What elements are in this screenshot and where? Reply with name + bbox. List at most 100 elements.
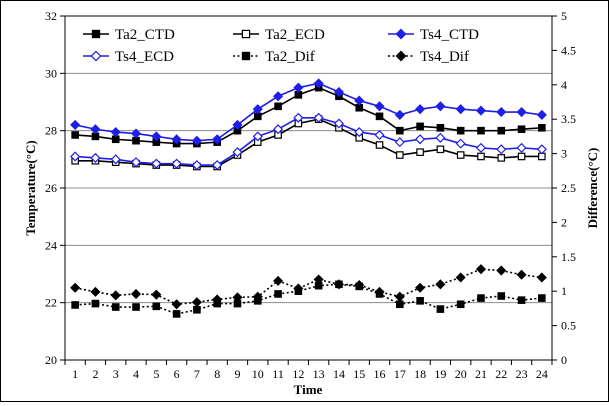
- data-point: [232, 119, 243, 130]
- data-point: [110, 154, 121, 165]
- legend-label: Ta2_ECD: [265, 27, 325, 43]
- data-point: [130, 128, 142, 139]
- x-tick-label: 10: [252, 367, 264, 381]
- legend: Ta2_CTD Ta2_ECD Ts4_CTD Ts4_ECD Ta2_Dif Ts4_D…: [83, 27, 479, 65]
- legend-label: Ta2_Dif: [265, 49, 315, 65]
- data-point: [354, 279, 365, 291]
- data-point: [241, 51, 251, 61]
- data-point: [517, 125, 526, 134]
- data-point: [496, 265, 507, 276]
- x-tick-label: 20: [455, 367, 467, 381]
- data-point: [70, 151, 81, 162]
- data-point: [111, 303, 120, 311]
- y2-tick-label: 3: [561, 147, 567, 161]
- data-point: [191, 135, 202, 146]
- data-point: [477, 152, 485, 161]
- y-tick-label: 26: [45, 181, 57, 195]
- y2-tick-label: 5: [561, 9, 567, 23]
- legend-item: Ta2_Dif: [233, 49, 315, 65]
- x-tick-label: 14: [333, 367, 345, 381]
- y2-tick-label: 1.5: [561, 250, 576, 264]
- x-tick-label: 7: [194, 367, 200, 381]
- data-point: [130, 288, 142, 300]
- data-point: [333, 86, 344, 98]
- x-tick-label: 22: [495, 367, 507, 381]
- data-point: [536, 144, 547, 155]
- x-tick-label: 4: [133, 367, 139, 381]
- y-tick-label: 20: [45, 353, 57, 367]
- data-point: [455, 138, 466, 149]
- y2-tick-label: 0: [561, 353, 567, 367]
- data-point: [496, 106, 507, 118]
- y2-tick-label: 2: [561, 215, 567, 229]
- data-point: [538, 294, 546, 302]
- data-point: [132, 303, 140, 311]
- series: [70, 78, 547, 318]
- y2-tick-label: 3.5: [561, 112, 576, 126]
- data-point: [333, 279, 344, 290]
- data-point: [151, 131, 162, 142]
- y2-tick-label: 4.5: [561, 43, 576, 57]
- data-point: [110, 127, 121, 138]
- data-point: [152, 302, 161, 311]
- data-point: [455, 272, 466, 283]
- x-tick-label: 3: [113, 367, 119, 381]
- data-point: [70, 119, 81, 130]
- x-tick-label: 17: [394, 367, 406, 381]
- data-point: [313, 78, 324, 89]
- x-tick-label: 6: [174, 367, 180, 381]
- data-point: [374, 286, 385, 297]
- x-tick-label: 11: [272, 367, 284, 381]
- data-point: [90, 50, 102, 62]
- data-point: [435, 101, 446, 112]
- x-tick-label: 15: [353, 367, 365, 381]
- data-point: [130, 157, 142, 168]
- data-point: [456, 151, 465, 159]
- x-tick-label: 12: [292, 367, 304, 381]
- data-point: [538, 123, 546, 132]
- data-point: [374, 101, 385, 112]
- series-line: [75, 118, 542, 168]
- data-point: [171, 158, 182, 169]
- data-point: [436, 123, 445, 132]
- legend-item: Ta2_CTD: [83, 27, 175, 43]
- data-point: [395, 28, 407, 40]
- data-point: [70, 282, 81, 293]
- data-point: [354, 95, 365, 106]
- y-tick-label: 22: [45, 296, 57, 310]
- data-point: [475, 264, 487, 275]
- data-point: [151, 289, 162, 300]
- series-ts4-dif: [70, 264, 547, 310]
- data-point: [252, 104, 263, 115]
- data-point: [273, 91, 284, 102]
- legend-label: Ts4_Dif: [420, 49, 469, 65]
- data-point: [415, 104, 426, 115]
- data-point: [497, 292, 506, 300]
- data-point: [436, 305, 445, 313]
- data-point: [375, 112, 384, 121]
- data-point: [191, 160, 202, 171]
- data-point: [110, 290, 121, 301]
- x-tick-label: 5: [153, 367, 159, 381]
- x-tick-label: 13: [313, 367, 325, 381]
- legend-item: Ts4_ECD: [83, 49, 174, 65]
- data-point: [435, 279, 446, 290]
- data-point: [475, 105, 487, 116]
- data-point: [313, 112, 324, 123]
- data-point: [456, 300, 465, 309]
- data-point: [90, 286, 101, 297]
- y2-axis-label: Difference(°C): [585, 148, 600, 229]
- data-point: [415, 282, 426, 293]
- legend-label: Ts4_CTD: [420, 27, 479, 43]
- data-point: [435, 132, 446, 143]
- data-point: [436, 145, 445, 154]
- data-point: [212, 294, 223, 305]
- data-point: [394, 109, 405, 120]
- data-point: [396, 300, 404, 309]
- data-point: [477, 126, 485, 135]
- data-point: [241, 29, 251, 39]
- data-point: [394, 291, 405, 302]
- data-point: [395, 50, 407, 62]
